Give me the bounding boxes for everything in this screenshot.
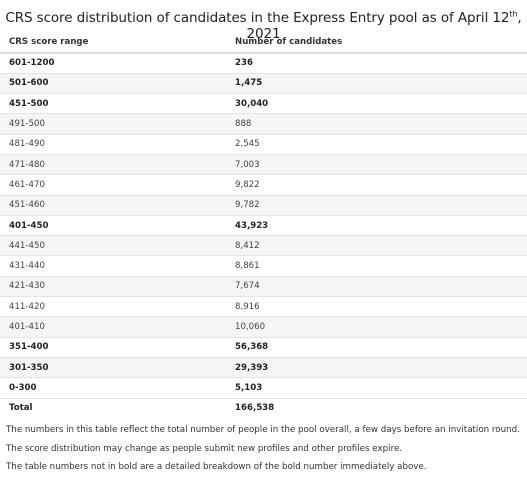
candidate-count-cell: 2,545: [226, 134, 527, 155]
table-row: 491-500 888: [0, 113, 527, 135]
table-row: 421-430 7,674: [0, 276, 527, 298]
table-row: 501-600 1,475: [0, 73, 527, 95]
table-row: 471-480 7,003: [0, 154, 527, 176]
score-range-cell: 401-450: [0, 215, 226, 237]
score-range-cell: 421-430: [0, 276, 226, 298]
total-count: 166,538: [235, 403, 275, 414]
table-row: 431-440 8,861: [0, 255, 527, 277]
score-range-cell: 401-410: [0, 316, 226, 338]
note-text: The numbers in this table reflect the to…: [6, 425, 520, 436]
candidate-count-cell: 29,393: [226, 357, 527, 379]
column-header-score-range: CRS score range: [0, 32, 226, 54]
table-row: 441-450 8,412: [0, 235, 527, 257]
candidate-count-cell: 10,060: [226, 316, 527, 338]
score-range-cell: 451-500: [0, 93, 226, 115]
score-range-cell: 0-300: [0, 377, 226, 399]
column-header-candidates: Number of candidates: [226, 32, 527, 54]
title-superscript: th: [509, 9, 518, 19]
score-range-cell: 351-400: [0, 337, 226, 358]
page: CRS score distribution of candidates in …: [0, 0, 527, 474]
candidate-count-cell: 8,412: [226, 235, 527, 257]
candidate-count-cell: 7,674: [226, 276, 527, 298]
candidate-count-cell: 1,475: [226, 73, 527, 95]
title-text: CRS score distribution of candidates in …: [5, 10, 510, 26]
table-row: 461-470 9,822: [0, 174, 527, 196]
table-header-row: CRS score range Number of candidates: [0, 32, 527, 54]
table-row: 401-410 10,060: [0, 316, 527, 338]
candidate-count-cell: 9,822: [226, 174, 527, 196]
candidate-count-cell: 43,923: [226, 215, 527, 237]
score-range-cell: 491-500: [0, 113, 226, 135]
table-row: 401-450 43,923: [0, 215, 527, 237]
score-range-cell: 441-450: [0, 235, 226, 257]
total-label: Total: [9, 403, 33, 414]
candidate-count-cell: 8,861: [226, 255, 527, 277]
score-range-cell: 601-1200: [0, 53, 226, 74]
candidate-count-cell: 236: [226, 53, 527, 74]
table-row: 411-420 8,916: [0, 296, 527, 318]
table-row: 481-490 2,545: [0, 134, 527, 155]
candidate-count-cell: 7,003: [226, 154, 527, 176]
score-range-cell: 501-600: [0, 73, 226, 95]
note-text: The table numbers not in bold are a deta…: [6, 462, 427, 473]
table-row: 0-300 5,103: [0, 377, 527, 399]
candidate-count-cell: 56,368: [226, 337, 527, 358]
candidate-count-cell: 5,103: [226, 377, 527, 399]
table-row: 451-500 30,040: [0, 93, 527, 115]
table-body: 601-1200 236 501-600 1,475 451-500 30,040 491-…: [0, 53, 527, 418]
table-row: 351-400 56,368: [0, 337, 527, 358]
score-range-cell: 481-490: [0, 134, 226, 155]
score-range-cell: 431-440: [0, 255, 226, 277]
table-row: 451-460 9,782: [0, 195, 527, 216]
candidate-count-cell: 888: [226, 113, 527, 135]
score-range-cell: 451-460: [0, 195, 226, 216]
score-range-cell: 301-350: [0, 357, 226, 379]
table-row: 601-1200 236: [0, 53, 527, 74]
candidate-count-cell: 9,782: [226, 195, 527, 216]
score-range-cell: 471-480: [0, 154, 226, 176]
note-text: The score distribution may change as peo…: [6, 443, 403, 454]
score-range-cell: 461-470: [0, 174, 226, 196]
candidate-count-cell: 30,040: [226, 93, 527, 115]
table-row: 301-350 29,393: [0, 357, 527, 379]
table-total-row: Total 166,538: [0, 398, 527, 418]
score-range-cell: 411-420: [0, 296, 226, 318]
candidate-count-cell: 8,916: [226, 296, 527, 318]
table-notes: The numbers in this table reflect the to…: [0, 418, 527, 474]
crs-distribution-table: CRS score range Number of candidates 601…: [0, 32, 527, 418]
page-title: CRS score distribution of candidates in …: [0, 0, 527, 42]
